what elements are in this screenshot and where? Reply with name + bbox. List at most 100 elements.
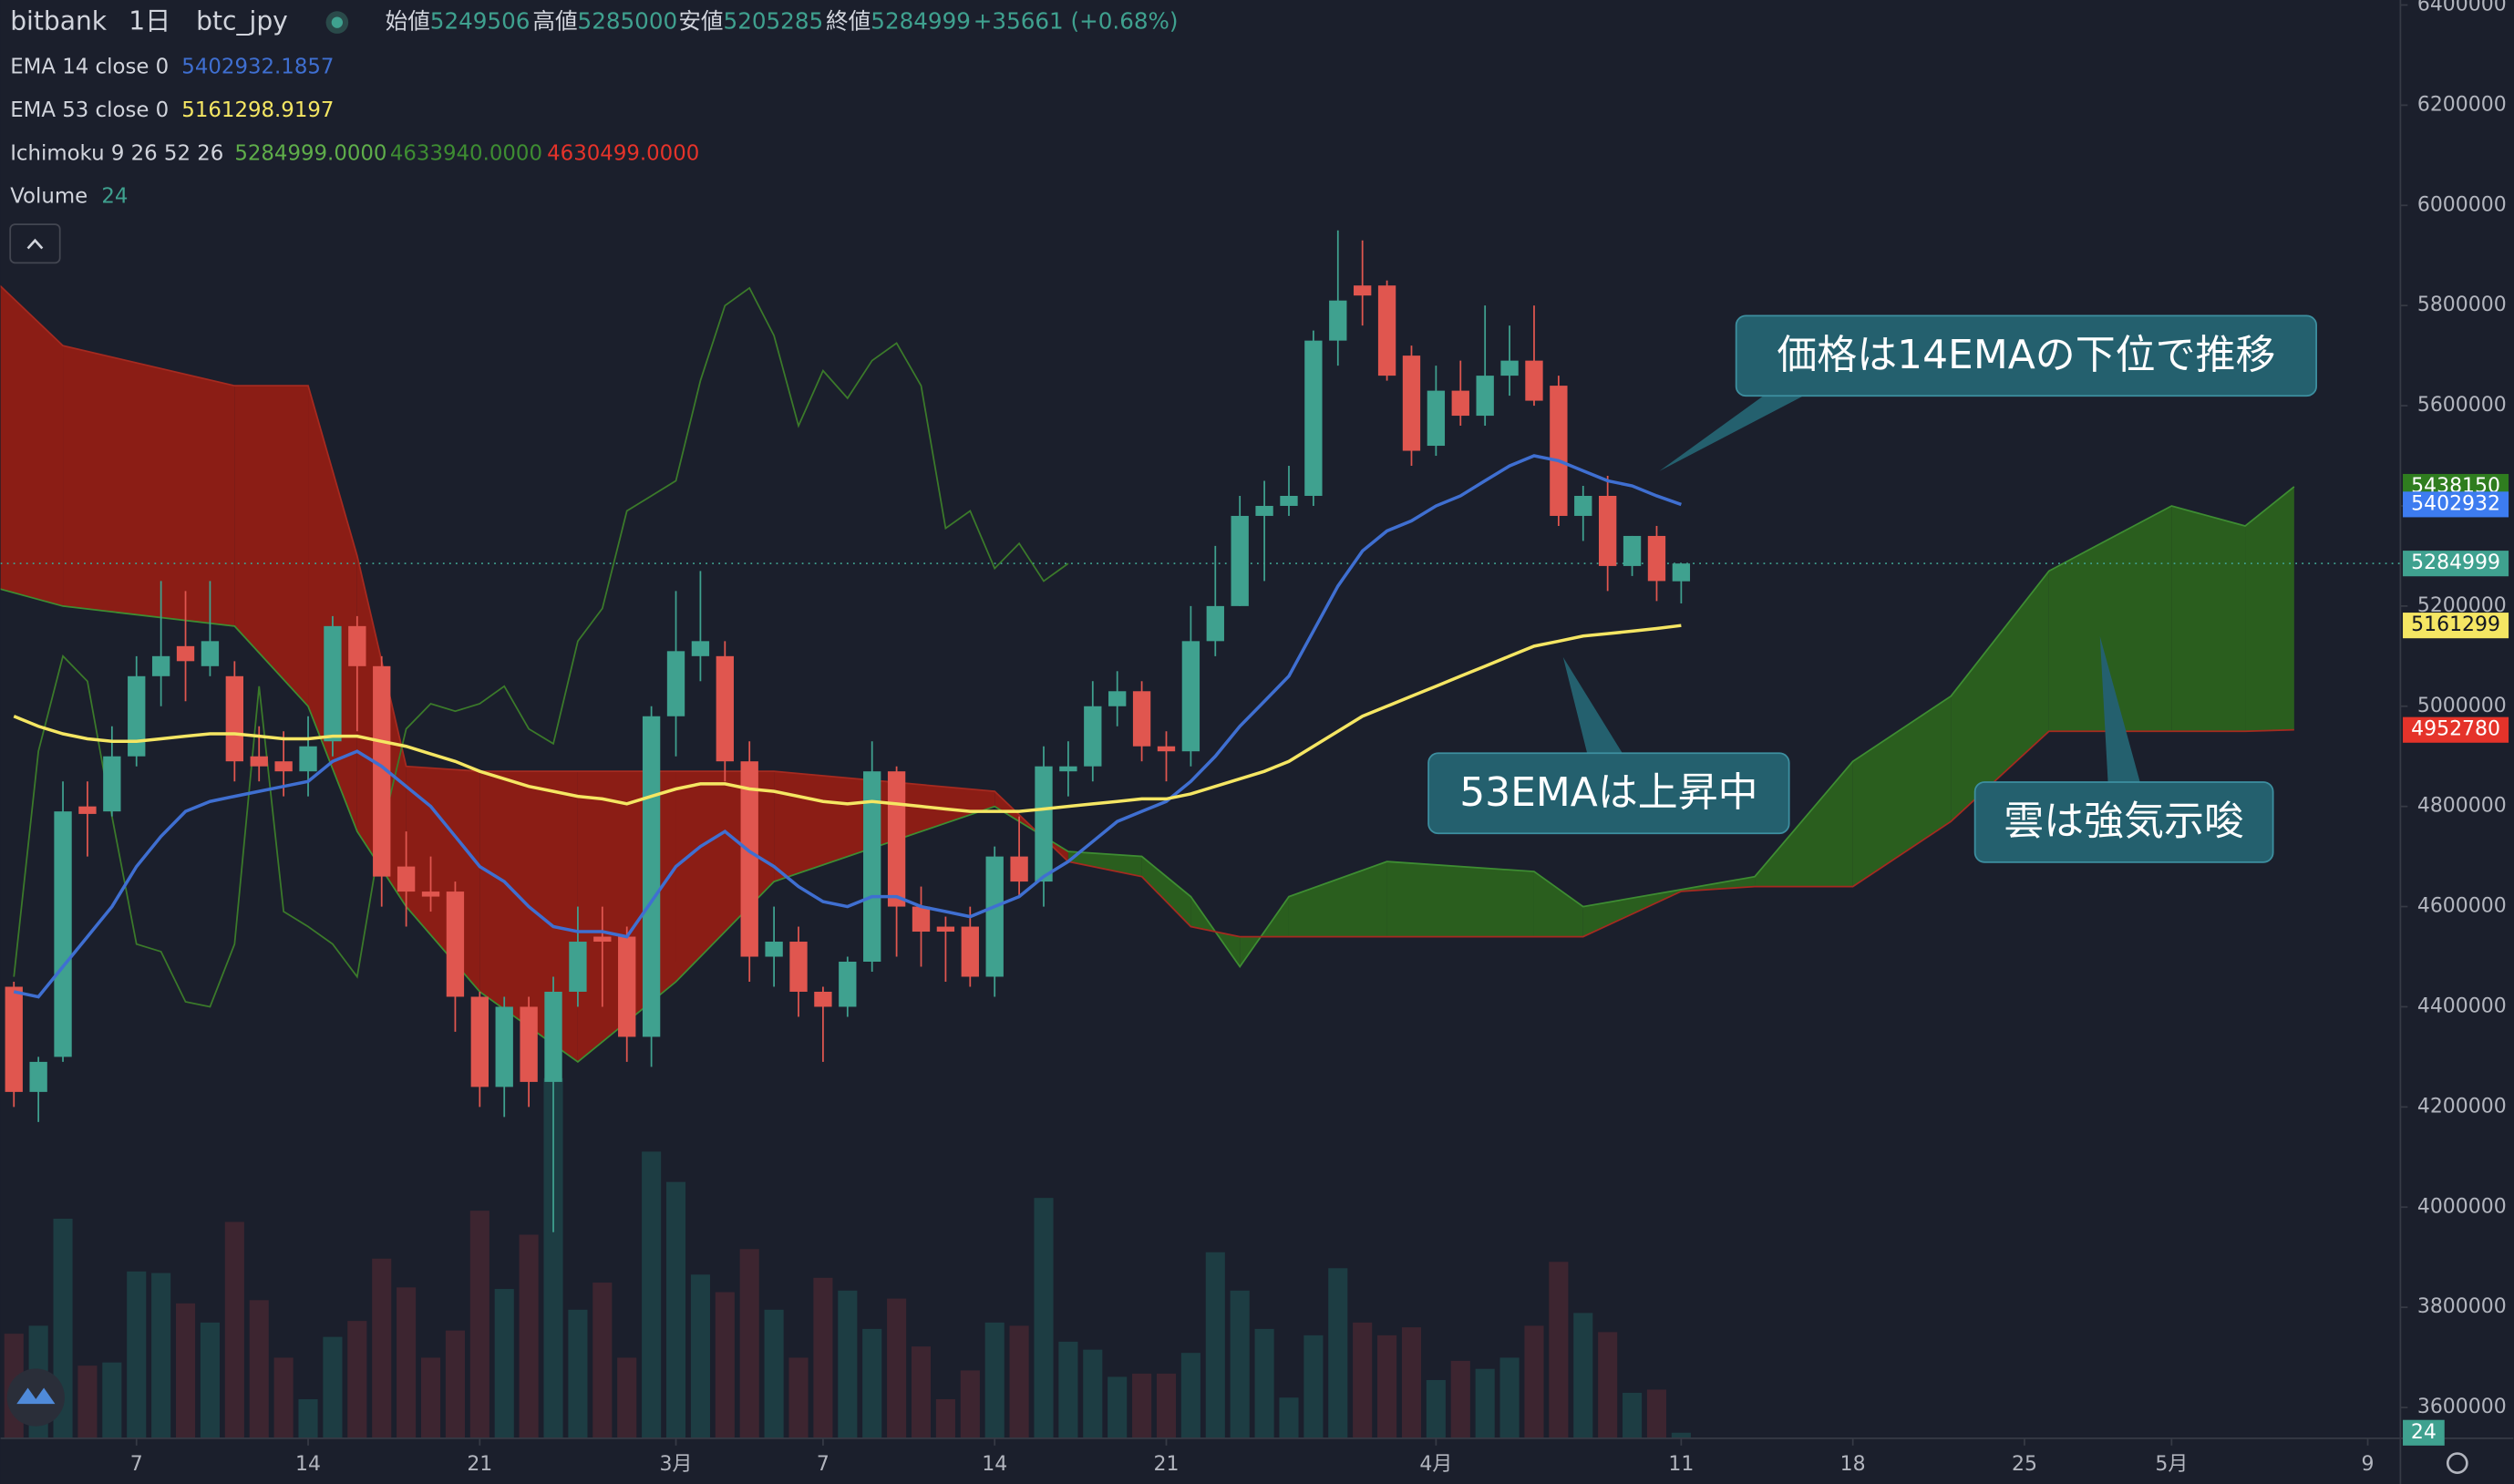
- cloud-span-b: [0, 284, 2294, 938]
- x-tick-label: 9: [2362, 1453, 2375, 1476]
- candle-body: [78, 806, 97, 814]
- volume-bar: [127, 1271, 147, 1438]
- candle-body: [1059, 766, 1077, 772]
- candle-body: [520, 1006, 538, 1082]
- price-tag: [2403, 491, 2509, 518]
- price-tag-label: 5161299: [2411, 613, 2500, 636]
- candle-body: [666, 651, 685, 716]
- volume-bar: [298, 1398, 318, 1438]
- candle-body: [5, 986, 23, 1092]
- candle-body: [1231, 515, 1249, 606]
- ohlc-value: 5285000: [578, 8, 678, 35]
- legend-name: Ichimoku 9 26 52 26: [10, 141, 223, 165]
- x-tick-label: 18: [1840, 1453, 1866, 1476]
- candle-body: [887, 771, 906, 907]
- volume-bar: [175, 1303, 196, 1438]
- candle-body: [1280, 495, 1298, 506]
- volume-bar: [469, 1211, 489, 1438]
- cloud-segment: [1386, 861, 1534, 937]
- y-tick-label: 6000000: [2417, 193, 2507, 216]
- overlay: bitbank 1日 btc_jpy 3600000 3800000 4000000…: [6, 0, 2509, 1476]
- volume-bar: [1475, 1368, 1495, 1438]
- callout-box: [1735, 314, 2317, 397]
- candle-body: [397, 866, 416, 892]
- candle-body: [618, 936, 636, 1037]
- candle-body: [593, 936, 612, 943]
- x-tick-label: 11: [1668, 1453, 1694, 1476]
- candle-body: [1402, 356, 1421, 451]
- ohlc-value: 5249506: [430, 8, 531, 35]
- lagging-span: [13, 286, 1069, 1008]
- volume-bar: [960, 1370, 980, 1438]
- candle-body: [128, 675, 146, 757]
- y-tick-label: 4800000: [2417, 795, 2507, 818]
- ema-line: [13, 454, 1682, 999]
- callout-box: [1973, 781, 2274, 863]
- logo[interactable]: [6, 1368, 65, 1427]
- callout-box: [1427, 752, 1790, 835]
- candle-body: [470, 996, 489, 1087]
- volume-bar: [1083, 1349, 1103, 1438]
- volume-bar: [249, 1300, 269, 1438]
- candle-body: [176, 645, 195, 662]
- price-tag: [2403, 551, 2509, 577]
- y-tick-label: 4400000: [2417, 994, 2507, 1017]
- price-tag-label: 5402932: [2411, 492, 2500, 515]
- volume-bar: [1573, 1313, 1593, 1438]
- candle-body: [961, 926, 979, 977]
- cloud-segment: [1141, 856, 1191, 927]
- candle-body: [324, 625, 342, 742]
- volume-bar: [543, 1077, 563, 1438]
- volume-bar: [494, 1289, 514, 1438]
- volume-bar: [1279, 1397, 1299, 1438]
- volume-bar: [151, 1273, 171, 1438]
- volume-bar: [715, 1292, 735, 1438]
- volume-bar: [1646, 1389, 1667, 1438]
- candle-body: [936, 926, 955, 933]
- status-dot: [331, 16, 344, 28]
- volume-bar: [887, 1298, 907, 1438]
- cloud-segment: [234, 386, 309, 706]
- candle-body: [495, 1006, 513, 1087]
- cloud-segment: [0, 285, 64, 606]
- candle-body: [765, 942, 783, 957]
- price-tag: [2403, 613, 2509, 639]
- volume-bar: [1549, 1262, 1569, 1438]
- volume-bar: [1499, 1357, 1520, 1438]
- cloud-segment: [2048, 505, 2172, 732]
- candle-body: [29, 1061, 47, 1092]
- volume-bar: [1353, 1322, 1373, 1438]
- volume-bar: [935, 1398, 955, 1438]
- y-tick-label: 5800000: [2417, 294, 2507, 316]
- change: +35661 (+0.68%): [974, 8, 1179, 35]
- candle-body: [151, 655, 170, 676]
- x-tick-label: 21: [467, 1453, 492, 1476]
- volume-bar: [1058, 1341, 1078, 1438]
- candle-body: [1255, 505, 1273, 516]
- collapse-button[interactable]: [9, 223, 61, 264]
- candle-body: [1132, 691, 1151, 747]
- volume-bar: [642, 1151, 662, 1438]
- legend-name: EMA 14 close 0: [10, 55, 169, 78]
- volume-bar: [1205, 1252, 1225, 1438]
- y-tick-label: 4600000: [2417, 895, 2507, 918]
- candle-body: [642, 716, 661, 1037]
- collapse-icon: [26, 238, 44, 250]
- candle-body: [1574, 495, 1592, 516]
- candle-body: [1329, 300, 1347, 341]
- cloud-segment: [308, 386, 357, 832]
- y-tick-label: 6400000: [2417, 0, 2507, 15]
- symbol: btc_jpy: [196, 6, 288, 36]
- interval: 1日: [129, 6, 170, 36]
- volume-bar: [102, 1362, 122, 1438]
- candle-body: [1647, 535, 1666, 582]
- volume-bar: [764, 1309, 784, 1438]
- legend-name: Volume: [10, 185, 88, 209]
- settings-icon[interactable]: [2446, 1452, 2468, 1475]
- candle-body: [716, 655, 734, 762]
- legend-name: EMA 53 close 0: [10, 98, 169, 122]
- volume-bar: [813, 1277, 833, 1438]
- ohlc-label: 始値: [386, 8, 430, 35]
- volume-bar: [690, 1274, 710, 1438]
